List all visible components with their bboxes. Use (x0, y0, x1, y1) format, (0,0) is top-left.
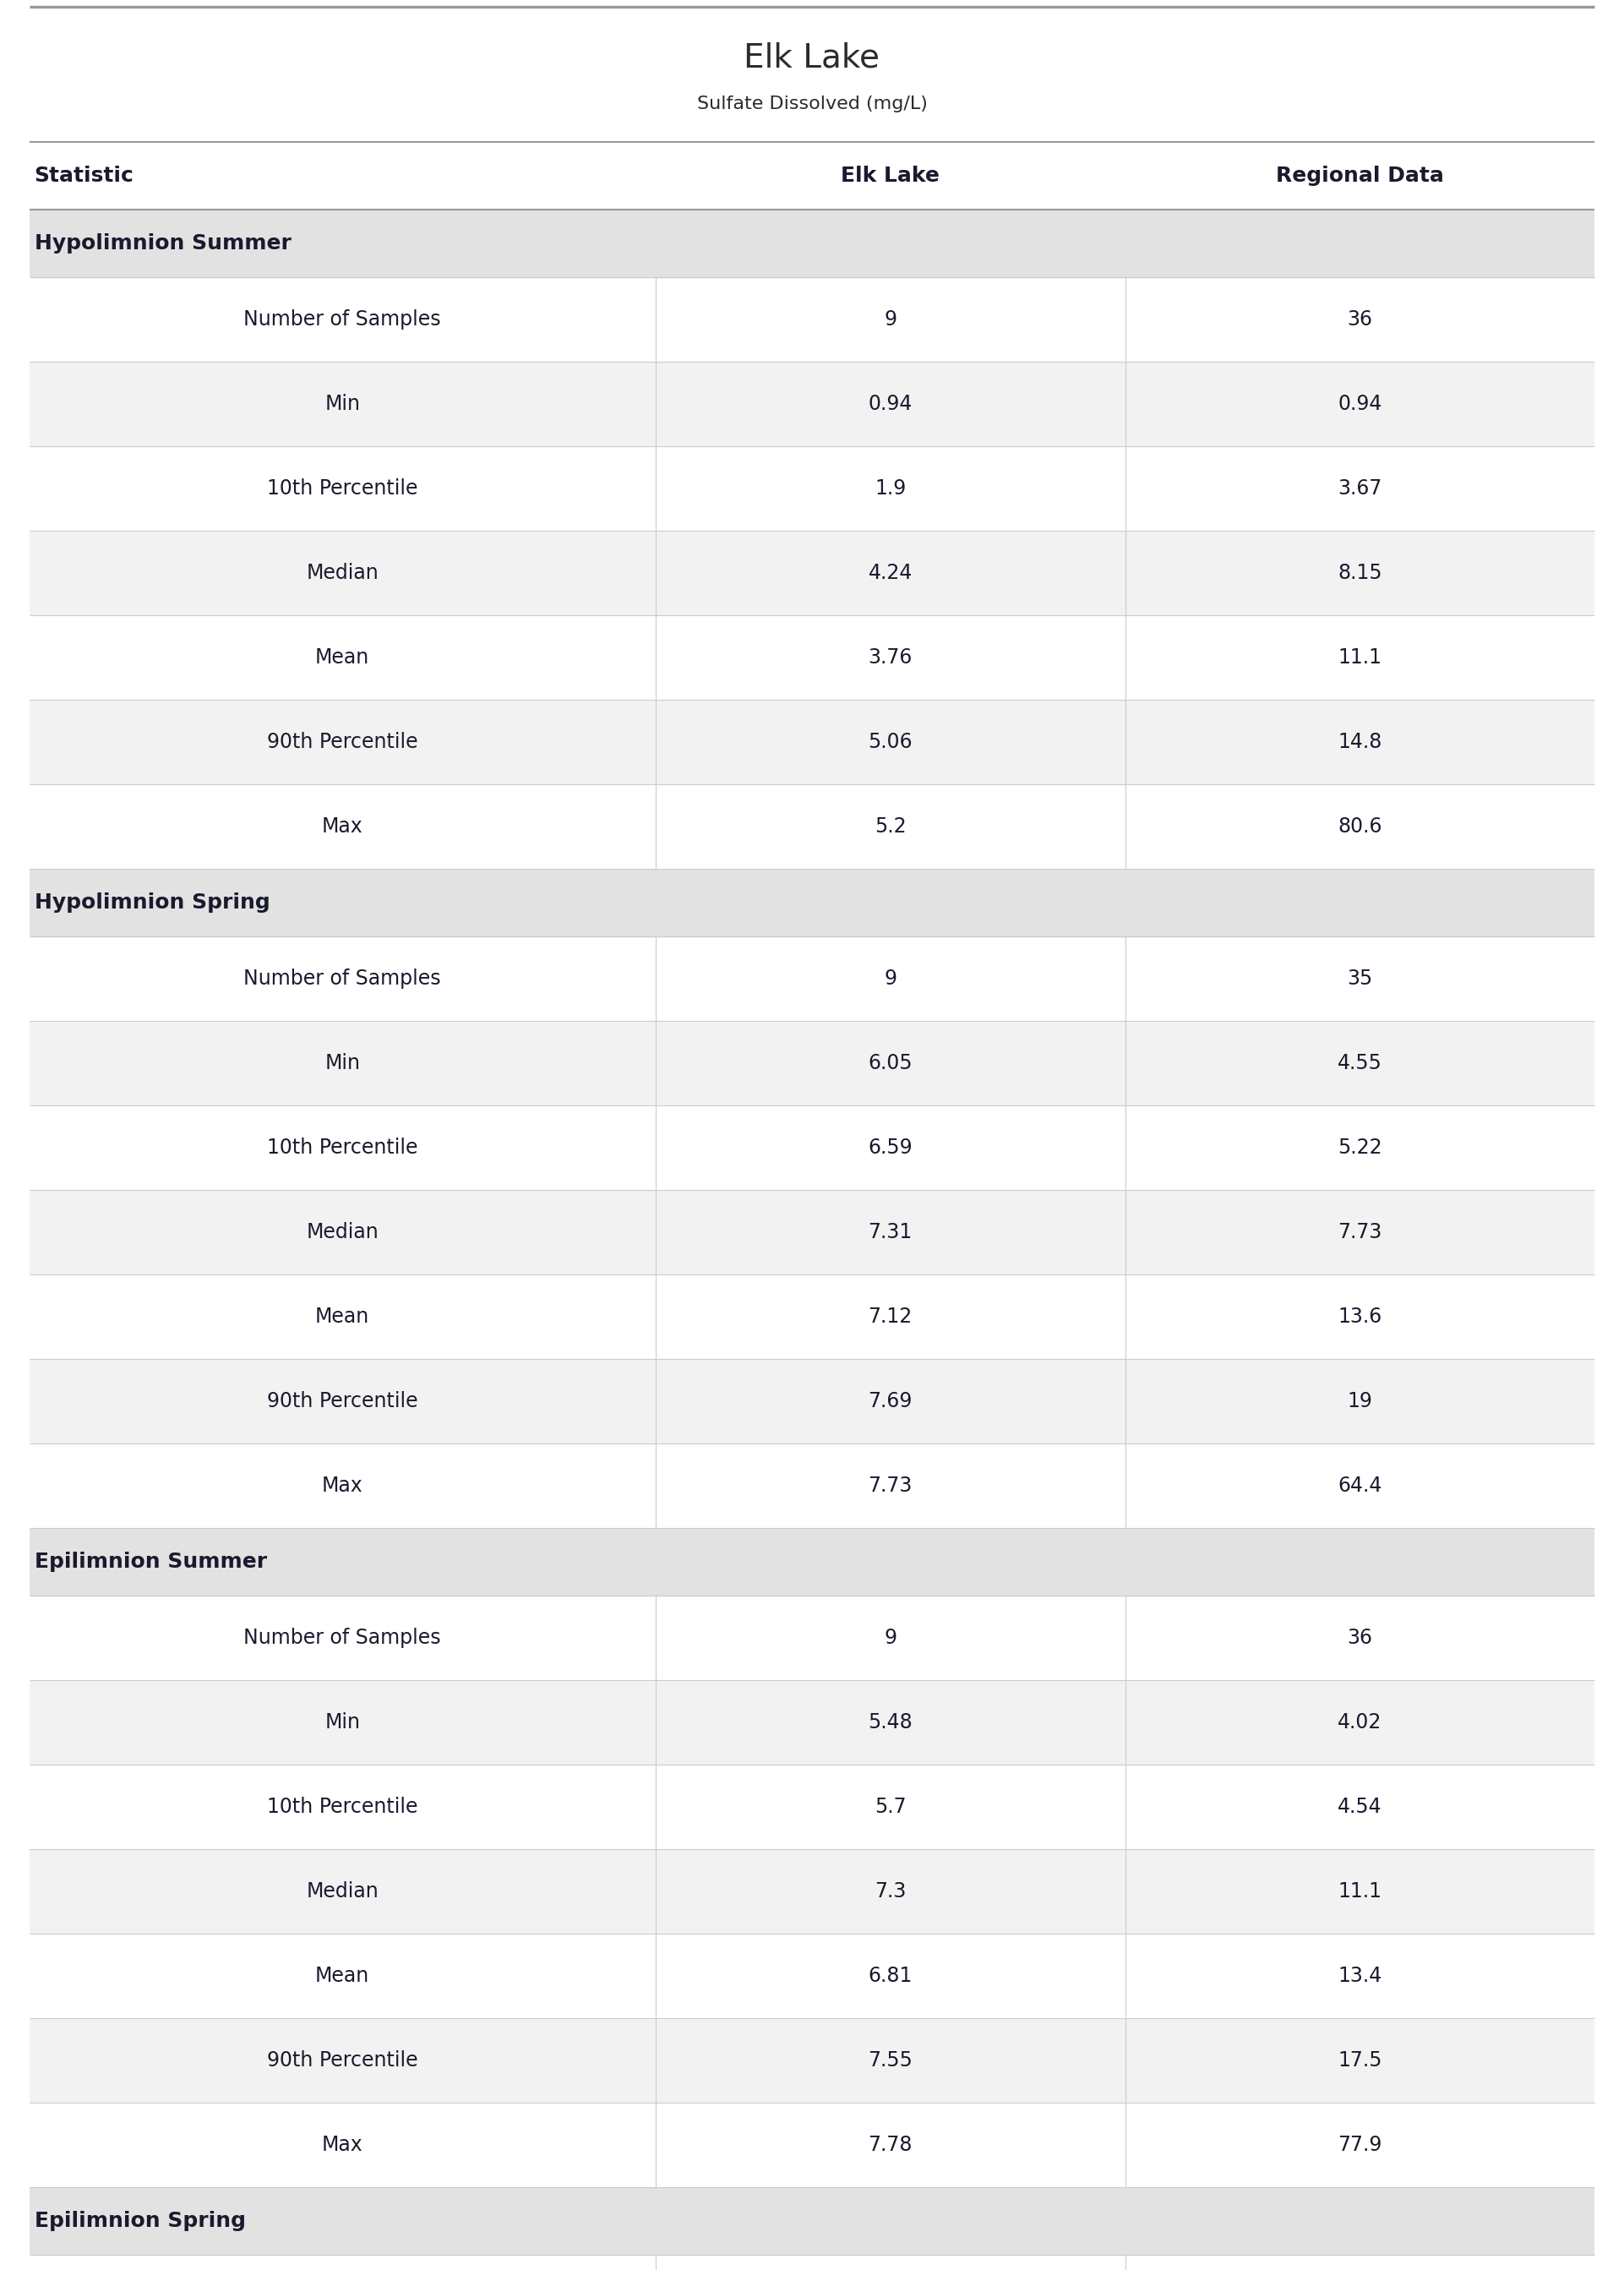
Bar (29, 783, 1595, 869)
Bar (29, 1360, 1595, 1444)
Text: Sulfate Dissolved (mg/L): Sulfate Dissolved (mg/L) (697, 95, 927, 114)
Text: 1.9: 1.9 (875, 479, 906, 499)
Text: Hypolimnion Summer: Hypolimnion Summer (34, 234, 291, 254)
Bar (29, 1189, 1595, 1273)
Text: 10th Percentile: 10th Percentile (266, 479, 417, 499)
Text: 80.6: 80.6 (1338, 817, 1382, 838)
Text: 10th Percentile: 10th Percentile (266, 1137, 417, 1158)
Text: Min: Min (325, 1053, 361, 1074)
Text: Elk Lake: Elk Lake (744, 43, 880, 75)
Text: 5.2: 5.2 (874, 817, 906, 838)
Text: 19: 19 (1348, 1392, 1372, 1412)
Text: Median: Median (305, 1221, 378, 1242)
Text: Regional Data: Regional Data (1276, 166, 1444, 186)
Text: 7.55: 7.55 (867, 2050, 913, 2070)
Text: 6.81: 6.81 (869, 1966, 913, 1986)
Bar (29, 1022, 1595, 1105)
Text: Number of Samples: Number of Samples (244, 309, 442, 329)
Text: 9: 9 (883, 309, 896, 329)
Text: Epilimnion Summer: Epilimnion Summer (34, 1553, 266, 1571)
Text: 13.4: 13.4 (1338, 1966, 1382, 1986)
Text: 7.3: 7.3 (874, 1882, 906, 1902)
Bar (29, 1850, 1595, 1934)
Bar (29, 2254, 1595, 2270)
Text: 5.22: 5.22 (1338, 1137, 1382, 1158)
Text: Min: Min (325, 1712, 361, 1732)
Text: 7.12: 7.12 (869, 1308, 913, 1328)
Text: 4.55: 4.55 (1338, 1053, 1382, 1074)
Text: 36: 36 (1348, 1628, 1372, 1648)
Text: 10th Percentile: 10th Percentile (266, 1798, 417, 1816)
Text: 17.5: 17.5 (1338, 2050, 1382, 2070)
Text: 13.6: 13.6 (1338, 1308, 1382, 1328)
Text: 35: 35 (1348, 969, 1372, 990)
Text: 9: 9 (883, 969, 896, 990)
Bar (29, 143, 1595, 209)
Text: Mean: Mean (315, 1966, 370, 1986)
Text: 14.8: 14.8 (1338, 731, 1382, 751)
Bar (29, 869, 1595, 938)
Text: 4.02: 4.02 (1338, 1712, 1382, 1732)
Bar (29, 447, 1595, 531)
Text: 7.69: 7.69 (869, 1392, 913, 1412)
Text: Mean: Mean (315, 1308, 370, 1328)
Text: 3.67: 3.67 (1338, 479, 1382, 499)
Bar (29, 1680, 1595, 1764)
Bar (29, 615, 1595, 699)
Bar (29, 1528, 1595, 1596)
Text: Median: Median (305, 563, 378, 583)
Text: 4.54: 4.54 (1338, 1798, 1382, 1816)
Text: Statistic: Statistic (34, 166, 133, 186)
Bar (29, 1444, 1595, 1528)
Bar (29, 1764, 1595, 1850)
Text: Elk Lake: Elk Lake (841, 166, 940, 186)
Text: 90th Percentile: 90th Percentile (266, 2050, 417, 2070)
Bar (29, 2102, 1595, 2188)
Bar (29, 531, 1595, 615)
Bar (29, 699, 1595, 783)
Text: 6.05: 6.05 (869, 1053, 913, 1074)
Text: 5.48: 5.48 (867, 1712, 913, 1732)
Bar (29, 209, 1595, 277)
Text: 11.1: 11.1 (1338, 1882, 1382, 1902)
Bar (29, 938, 1595, 1022)
Text: Epilimnion Spring: Epilimnion Spring (34, 2211, 245, 2231)
Text: 7.78: 7.78 (869, 2134, 913, 2154)
Bar (29, 1105, 1595, 1189)
Text: 64.4: 64.4 (1338, 1476, 1382, 1496)
Text: Hypolimnion Spring: Hypolimnion Spring (34, 892, 270, 913)
Text: 11.1: 11.1 (1338, 647, 1382, 667)
Text: 6.59: 6.59 (869, 1137, 913, 1158)
Text: 7.73: 7.73 (1338, 1221, 1382, 1242)
Text: 7.73: 7.73 (869, 1476, 913, 1496)
Text: Mean: Mean (315, 647, 370, 667)
Text: 4.24: 4.24 (869, 563, 913, 583)
Text: Max: Max (322, 2134, 362, 2154)
Text: Number of Samples: Number of Samples (244, 1628, 442, 1648)
Text: Min: Min (325, 393, 361, 413)
Text: 0.94: 0.94 (869, 393, 913, 413)
Bar (29, 1934, 1595, 2018)
Text: 9: 9 (883, 1628, 896, 1648)
Text: 90th Percentile: 90th Percentile (266, 1392, 417, 1412)
Text: 5.06: 5.06 (869, 731, 913, 751)
Text: 0.94: 0.94 (1338, 393, 1382, 413)
Text: 90th Percentile: 90th Percentile (266, 731, 417, 751)
Text: 5.7: 5.7 (874, 1798, 906, 1816)
Text: 36: 36 (1348, 309, 1372, 329)
Text: 3.76: 3.76 (869, 647, 913, 667)
Text: Number of Samples: Number of Samples (244, 969, 442, 990)
Bar (29, 2018, 1595, 2102)
Bar (29, 277, 1595, 361)
Bar (29, 1596, 1595, 1680)
Text: 7.31: 7.31 (869, 1221, 913, 1242)
Bar (29, 1273, 1595, 1360)
Text: Max: Max (322, 1476, 362, 1496)
Text: 77.9: 77.9 (1338, 2134, 1382, 2154)
Text: Median: Median (305, 1882, 378, 1902)
Bar (29, 2188, 1595, 2254)
Text: 8.15: 8.15 (1338, 563, 1382, 583)
Bar (29, 361, 1595, 447)
Text: Max: Max (322, 817, 362, 838)
